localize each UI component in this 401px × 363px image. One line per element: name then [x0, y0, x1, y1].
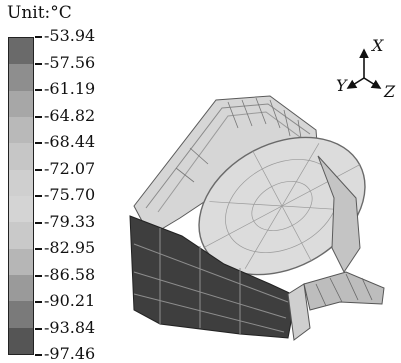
upper-frame-rib: [145, 103, 311, 209]
y-axis-label: Y: [336, 76, 347, 95]
tick-mark: [35, 36, 42, 38]
colorbar-band: [9, 248, 33, 275]
right-truss: [317, 155, 361, 273]
tick-mark: [35, 195, 42, 197]
z-axis-arrow: [363, 77, 382, 89]
colorbar-band: [9, 38, 33, 65]
lower-strut-assembly: [303, 271, 385, 311]
tick-mark: [35, 142, 42, 144]
colorbar-band: [9, 274, 33, 302]
tick-label: -90.21: [44, 291, 96, 310]
colorbar-band: [9, 195, 33, 223]
tick-label: -75.70: [44, 185, 96, 204]
colorbar-band: [9, 222, 33, 249]
tick-label: -86.58: [44, 264, 96, 284]
tick-mark: [35, 221, 42, 224]
coordinate-triad-arrows: [346, 48, 382, 89]
tick-label: -72.07: [44, 158, 96, 178]
coordinate-triad: X Y Z: [336, 36, 398, 106]
tick-mark: [35, 115, 42, 118]
colorbar-tick-labels: -53.94 -57.56 -61.19 -64.82 -68.44 -72.07 -75.…: [35, 26, 115, 363]
colorbar-band: [9, 90, 33, 117]
tick-label: -64.82: [44, 105, 96, 125]
y-axis-arrow: [346, 77, 365, 89]
tick-label: -68.44: [44, 132, 96, 151]
tick-label: -79.33: [44, 211, 96, 231]
tick-label: -61.19: [44, 79, 96, 98]
z-axis-label: Z: [384, 82, 396, 101]
colorbar-band: [9, 116, 33, 144]
tick-mark: [35, 354, 42, 356]
tick-label: -93.84: [44, 317, 96, 337]
satellite-structure-model: [129, 95, 385, 341]
tick-mark: [35, 327, 42, 330]
tick-label: -97.46: [44, 344, 96, 363]
tick-mark: [35, 274, 42, 277]
tick-mark: [35, 301, 42, 303]
colorbar-band: [9, 169, 33, 196]
tick-mark: [35, 168, 42, 171]
upper-truss-members: [175, 97, 303, 183]
colorbar-band: [9, 143, 33, 170]
tick-mark: [35, 89, 42, 91]
tick-mark: [35, 62, 42, 65]
colorbar-band: [9, 64, 33, 91]
lower-strut-members: [315, 273, 373, 307]
colorbar-band: [9, 327, 33, 354]
x-axis-label: X: [372, 36, 384, 55]
tick-mark: [35, 248, 42, 250]
temperature-colorbar: [8, 37, 34, 355]
front-stiffener: [287, 283, 311, 341]
colorbar-band: [9, 301, 33, 328]
tick-label: -57.56: [44, 52, 96, 72]
tick-label: -53.94: [44, 26, 96, 45]
tick-label: -82.95: [44, 238, 96, 257]
unit-label: Unit:°C: [7, 3, 72, 23]
lower-box-panels: [133, 228, 289, 334]
